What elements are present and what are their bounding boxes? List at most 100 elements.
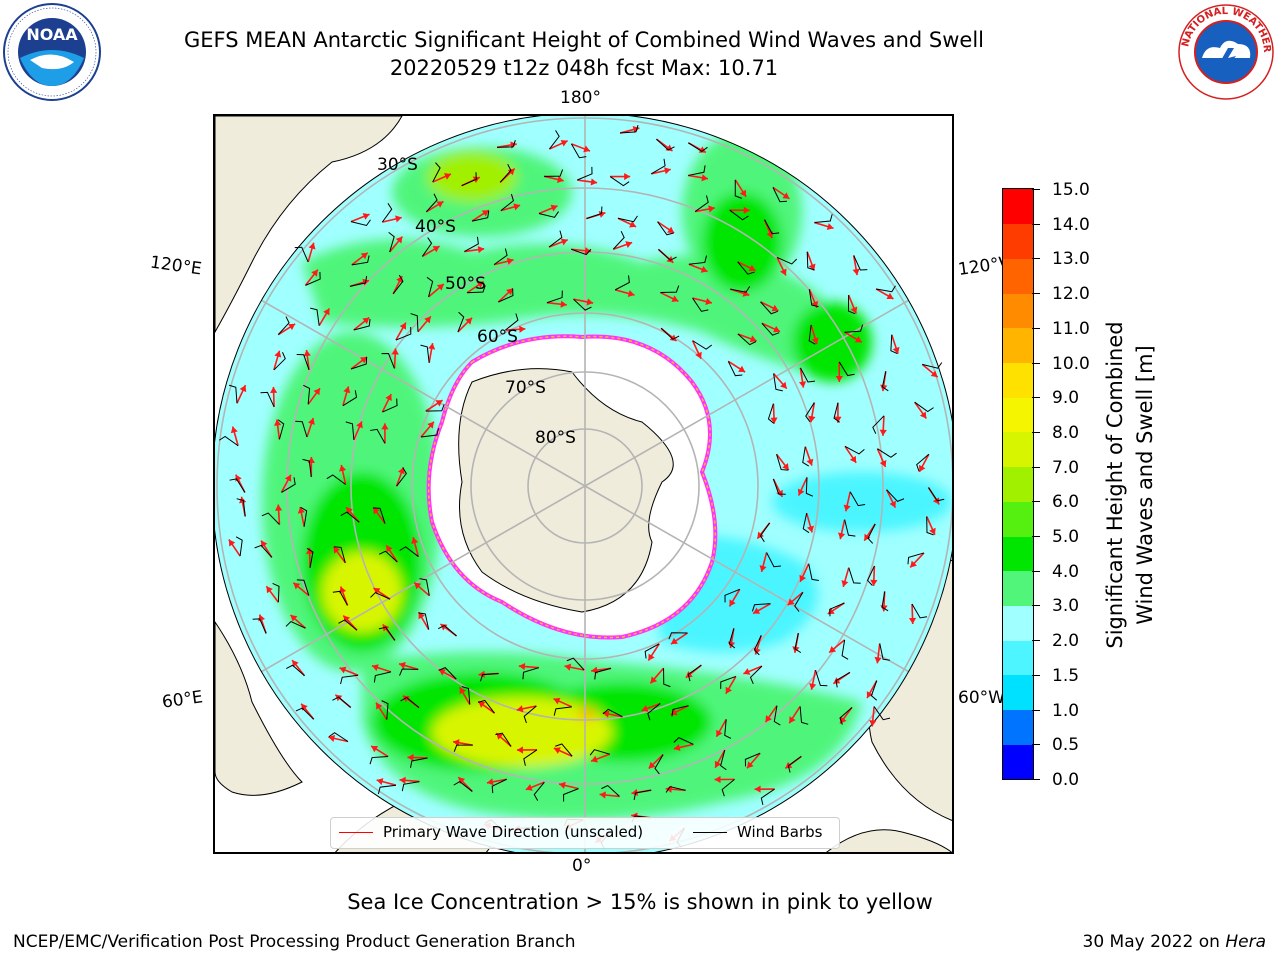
wind-barb [647, 703, 661, 721]
wind-barb [724, 588, 740, 603]
wind-barb [794, 633, 802, 654]
wave-direction-arrowhead [701, 174, 708, 182]
wave-direction-arrowhead [808, 263, 816, 271]
wind-barb [660, 327, 680, 340]
wind-barb [609, 176, 630, 187]
wave-direction-arrowhead [776, 489, 783, 497]
wave-direction-arrowhead [889, 500, 896, 508]
wave-direction-arrowhead [371, 745, 379, 753]
wind-barb [838, 361, 855, 377]
wave-direction-arrowhead [780, 268, 787, 276]
wind-barb [688, 255, 708, 265]
wind-barb [744, 752, 761, 767]
wave-direction-arrowhead [770, 417, 778, 424]
wave-direction-arrowhead [874, 656, 882, 664]
wind-barb [853, 255, 868, 271]
wind-barb [814, 214, 833, 224]
wind-barb [772, 478, 786, 495]
wave-direction-arrowhead [436, 201, 444, 208]
wind-barb [229, 478, 246, 493]
wind-barb [654, 754, 664, 775]
wind-barb [296, 579, 310, 596]
wave-direction-arrowhead [395, 236, 403, 244]
wave-direction-arrowhead [311, 269, 318, 277]
wind-barb [302, 458, 312, 478]
colorbar-tick-label: 6.0 [1031, 493, 1079, 511]
wave-direction-arrowhead [516, 746, 524, 754]
wave-direction-arrowhead [716, 729, 723, 737]
wave-direction-arrowhead [650, 676, 658, 684]
wave-direction-arrowhead [513, 203, 521, 211]
wind-barb [881, 371, 889, 392]
wind-barb [544, 169, 564, 177]
legend-item-primary-wave: Primary Wave Direction (unscaled) [339, 823, 643, 841]
wind-barb [457, 311, 465, 333]
wave-direction-arrowhead [841, 580, 849, 587]
wave-direction-arrowhead [564, 663, 572, 671]
wind-barb [425, 193, 438, 213]
wave-direction-arrowhead [782, 463, 789, 471]
wind-barb [523, 749, 538, 766]
chart-title: GEFS MEAN Antarctic Significant Height o… [183, 28, 985, 52]
wind-barb [767, 403, 775, 424]
wind-barb [461, 686, 471, 705]
wave-direction-arrowhead [838, 532, 846, 540]
wave-direction-arrowhead [360, 252, 368, 260]
wave-direction-arrowhead [399, 776, 406, 784]
wind-barb [805, 477, 813, 497]
wind-barb [326, 474, 346, 485]
wave-direction-arrowhead [808, 415, 816, 423]
wave-direction-arrowhead [297, 507, 305, 514]
wave-direction-arrowhead [826, 223, 834, 230]
lat-label-70s: 70°S [505, 378, 546, 398]
wind-barb [500, 193, 515, 212]
wave-direction-arrowhead [436, 283, 444, 291]
wind-barb [907, 552, 925, 565]
wave-direction-arrowhead [288, 323, 296, 331]
wave-direction-arrowhead [481, 210, 489, 217]
wind-barb [286, 664, 305, 677]
wave-direction-arrowhead [303, 349, 311, 357]
wind-barb [353, 319, 371, 331]
colorbar-tick-label: 0.0 [1031, 771, 1079, 789]
wind-barb [493, 248, 508, 266]
wave-direction-arrowhead [293, 582, 301, 590]
wave-direction-arrowhead [427, 421, 434, 429]
wave-direction-arrowhead [407, 753, 414, 762]
wave-direction-arrowhead [908, 617, 917, 625]
wave-direction-arrowhead [631, 788, 638, 796]
legend-black-line-icon [693, 832, 727, 833]
wave-direction-arrowhead [743, 668, 751, 675]
wave-direction-arrowhead [376, 778, 384, 786]
wind-barb [285, 620, 306, 629]
wave-direction-arrowhead [333, 546, 340, 554]
wind-barb [566, 657, 585, 671]
wave-direction-arrowhead [239, 385, 247, 393]
lon-label-60e: 60°E [160, 687, 205, 713]
wind-barb [841, 639, 849, 660]
wind-barb [505, 313, 519, 331]
wave-direction-arrowhead [362, 317, 370, 325]
wind-barb [734, 179, 742, 199]
colorbar-segment [1003, 431, 1033, 468]
wave-direction-arrowhead [438, 669, 446, 676]
wave-direction-arrowhead [362, 213, 370, 220]
wave-direction-arrowhead [519, 325, 526, 333]
wind-barb [886, 489, 905, 502]
noaa-logo-icon: NOAA [2, 2, 102, 102]
wave-direction-arrowhead [765, 715, 772, 723]
colorbar-segment [1003, 605, 1033, 641]
wave-direction-arrowhead [641, 705, 649, 712]
wind-barb [737, 333, 757, 346]
colorbar-segment [1003, 258, 1033, 294]
wave-direction-arrowhead [807, 525, 814, 533]
wind-barb [400, 696, 420, 709]
wind-barb [294, 246, 309, 263]
wave-direction-arrowhead [738, 365, 746, 373]
wave-direction-arrowhead [307, 418, 315, 425]
wind-barb [338, 619, 358, 631]
wave-direction-arrowhead [560, 139, 568, 147]
wave-direction-arrowhead [864, 533, 871, 541]
wind-barb [802, 513, 810, 534]
wave-direction-arrowhead [629, 220, 637, 228]
